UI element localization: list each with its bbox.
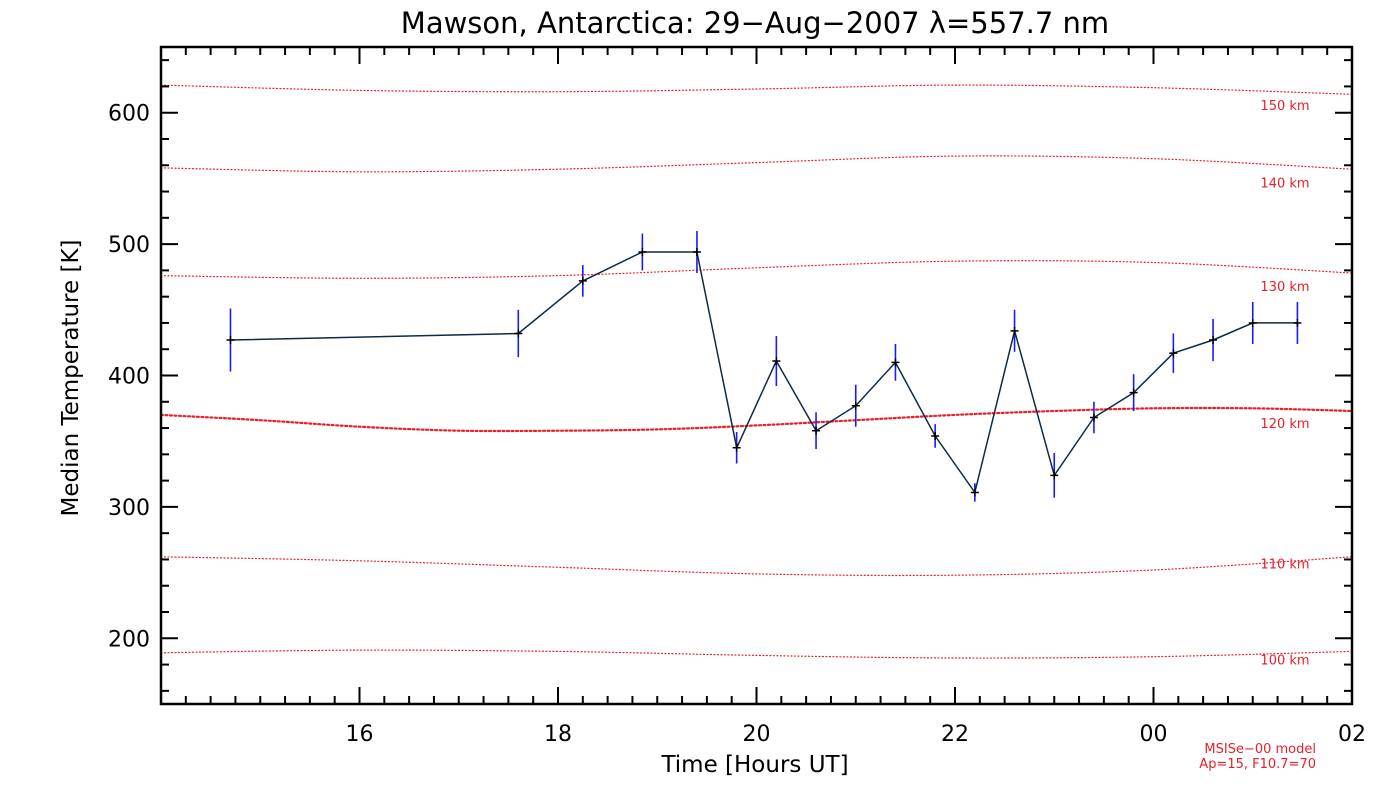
y-axis-label: Median Temperature [K] (58, 240, 84, 517)
model-curve-150-km (160, 84, 1353, 95)
x-tick-label: 22 (941, 722, 969, 747)
model-curve-100-km (160, 649, 1353, 659)
x-tick-label: 20 (743, 722, 771, 747)
data-point (1248, 318, 1257, 327)
data-point (812, 426, 821, 435)
data-point (578, 276, 587, 285)
x-axis-label: Time [Hours UT] (660, 752, 848, 778)
model-curve-label-100-km: 100 km (1260, 653, 1309, 668)
data-point (1129, 388, 1138, 397)
plot-frame (159, 45, 1354, 706)
model-curves-layer: 150 km 140 km 130 km 120 km 110 km 100 km (159, 84, 1354, 668)
series-line (230, 251, 1298, 495)
model-curve-label-140-km: 140 km (1260, 176, 1309, 191)
model-curve-label-150-km: 150 km (1260, 99, 1309, 114)
data-point (1209, 336, 1218, 345)
model-curve-110-km (160, 556, 1353, 577)
data-point (851, 401, 860, 410)
model-curve-120-km (159, 406, 1354, 433)
y-tick-label: 400 (108, 365, 150, 390)
data-point (226, 336, 235, 345)
data-point (891, 358, 900, 367)
chart-title: Mawson, Antarctica: 29−Aug−2007 λ=557.7 … (401, 6, 1109, 40)
data-point (732, 443, 741, 452)
model-curve-label-130-km: 130 km (1260, 280, 1309, 295)
model-curve-label-110-km: 110 km (1260, 557, 1309, 572)
axes-layer: 16 18 20 22 00 02 200 300 400 500 600 (108, 45, 1366, 747)
data-point (772, 357, 781, 366)
data-point (931, 431, 940, 440)
data-point (692, 247, 701, 256)
model-curve-label-120-km: 120 km (1260, 417, 1309, 432)
data-series-layer (226, 230, 1302, 502)
data-point (1010, 326, 1019, 335)
data-point (1169, 349, 1178, 358)
model-note-line1: MSISe−00 model (1204, 742, 1316, 757)
y-tick-label: 600 (108, 102, 150, 127)
model-curve-130-km (160, 260, 1353, 279)
data-point (638, 247, 647, 256)
x-tick-label: 16 (346, 722, 374, 747)
y-tick-label: 500 (108, 233, 150, 258)
y-tick-label: 200 (108, 627, 150, 652)
x-tick-label: 00 (1140, 722, 1168, 747)
x-tick-label: 18 (544, 722, 572, 747)
data-point (1089, 413, 1098, 422)
data-point (1050, 471, 1059, 480)
data-point (1293, 318, 1302, 327)
data-point (514, 329, 523, 338)
x-tick-label: 02 (1338, 722, 1366, 747)
model-note-line2: Ap=15, F10.7=70 (1199, 757, 1316, 772)
y-tick-label: 300 (108, 496, 150, 521)
data-point (970, 488, 979, 497)
model-curve-140-km (160, 155, 1353, 173)
